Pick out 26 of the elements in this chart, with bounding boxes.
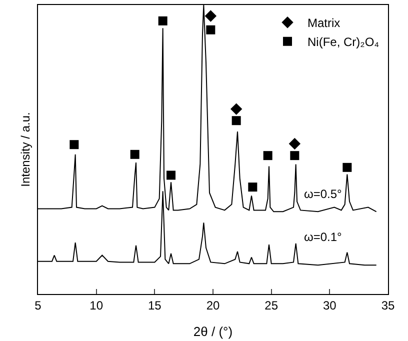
y-axis-title: Intensity / a.u. [18,112,32,187]
point [130,150,140,159]
x-tick-label: 30 [322,298,337,312]
x-tick-label: 15 [148,298,162,312]
annotation: ω=0.5° [304,187,342,201]
point [342,162,352,172]
x-tick-label: 10 [90,298,104,312]
point [290,151,300,160]
annotation: ω=0.1° [304,230,342,244]
legend-label: Matrix [308,16,340,30]
point [230,103,242,115]
point [204,10,217,22]
legend-label: Ni(Fe, Cr)₂O₄ [308,35,380,50]
point [263,151,272,160]
point [158,16,168,26]
point [288,138,301,150]
point [166,170,176,180]
point [206,25,216,34]
x-tick-label: 35 [381,298,395,312]
x-tick-label: 25 [264,298,278,312]
point [70,140,79,150]
x-tick-label: 5 [34,298,42,312]
x-tick-label: 20 [206,298,220,312]
point [232,116,241,126]
point [248,182,258,192]
x-axis-title: 2θ / (°) [193,324,233,339]
